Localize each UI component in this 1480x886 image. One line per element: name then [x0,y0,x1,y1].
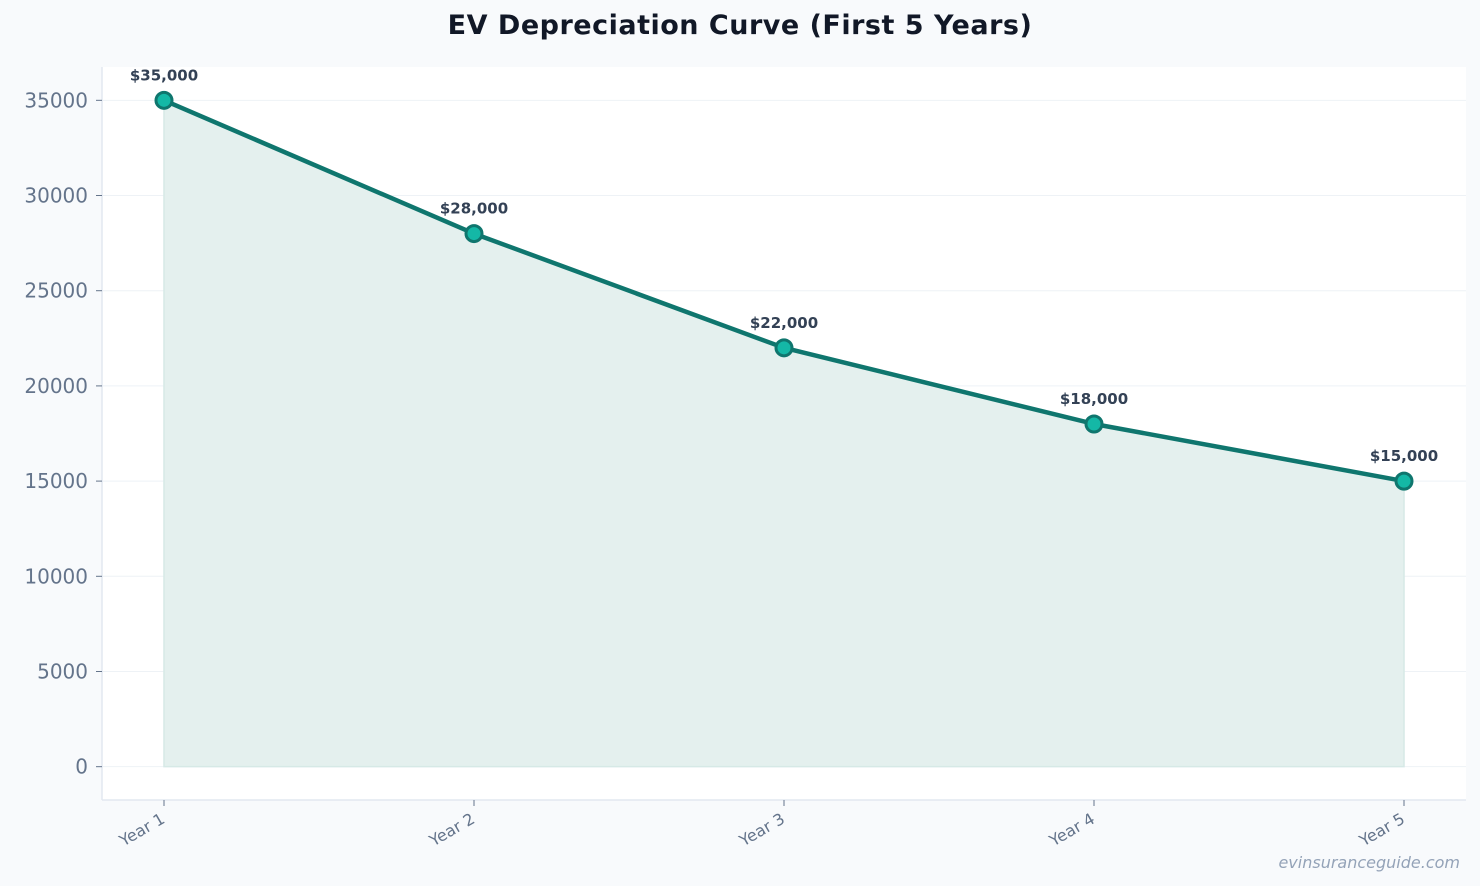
x-tick-label: Year 4 [1045,809,1098,851]
x-tick-label: Year 2 [425,809,478,851]
data-label: $22,000 [750,314,818,332]
y-axis-ticks: 0 5000 10000 15000 20000 25000 30000 35000 [24,88,102,779]
y-tick-label: 5000 [37,659,88,683]
data-label: $35,000 [130,66,198,84]
x-tick-label: Year 3 [735,809,788,851]
data-label: $15,000 [1370,447,1438,465]
data-label: $28,000 [440,200,508,218]
chart-title: EV Depreciation Curve (First 5 Years) [447,10,1033,41]
x-tick-label: Year 1 [115,809,168,851]
y-tick-label: 15000 [24,469,88,493]
data-label: $18,000 [1060,390,1128,408]
y-tick-label: 20000 [24,374,88,398]
x-tick-label: Year 5 [1355,809,1408,851]
y-tick-label: 30000 [24,184,88,208]
y-tick-label: 0 [75,755,88,779]
data-point [1394,471,1414,491]
y-tick-label: 25000 [24,279,88,303]
data-point [774,338,794,358]
x-axis-ticks: Year 1 Year 2 Year 3 Year 4 Year 5 [115,800,1408,851]
data-point [464,224,484,244]
y-tick-label: 10000 [24,564,88,588]
data-point [154,90,174,110]
data-labels: $35,000 $28,000 $22,000 $18,000 $15,000 [130,66,1438,465]
y-tick-label: 35000 [24,88,88,112]
watermark: evinsuranceguide.com [1278,853,1460,872]
data-point [1084,414,1104,434]
data-points [154,90,1414,491]
